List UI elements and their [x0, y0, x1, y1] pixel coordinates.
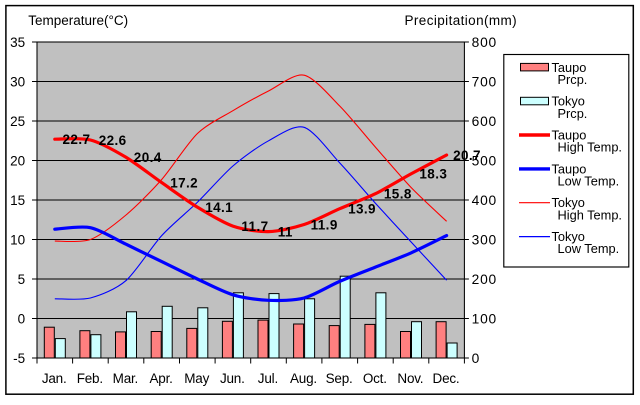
svg-text:17.2: 17.2: [170, 175, 198, 190]
svg-text:5: 5: [18, 272, 26, 287]
svg-text:Taupo: Taupo: [552, 60, 587, 75]
svg-text:Prcp.: Prcp.: [558, 106, 588, 121]
svg-text:Dec.: Dec.: [433, 371, 460, 386]
svg-text:13.9: 13.9: [348, 202, 376, 217]
svg-text:0: 0: [472, 351, 480, 366]
svg-text:300: 300: [472, 233, 497, 248]
svg-text:Apr.: Apr.: [149, 371, 172, 386]
svg-text:Taupo: Taupo: [552, 161, 587, 176]
svg-text:600: 600: [472, 114, 497, 129]
svg-text:20: 20: [10, 154, 25, 169]
svg-text:Aug.: Aug.: [290, 371, 317, 386]
svg-text:Oct.: Oct.: [363, 371, 387, 386]
svg-text:22.7: 22.7: [63, 132, 91, 147]
svg-text:High Temp.: High Temp.: [558, 140, 623, 155]
svg-text:22.6: 22.6: [99, 133, 127, 148]
svg-text:11.7: 11.7: [241, 219, 268, 234]
svg-text:14.1: 14.1: [205, 200, 233, 215]
svg-text:Low Temp.: Low Temp.: [558, 241, 620, 256]
svg-text:35: 35: [10, 35, 25, 50]
svg-text:Taupo: Taupo: [552, 128, 587, 143]
svg-text:11.9: 11.9: [311, 217, 338, 232]
svg-text:15: 15: [10, 193, 25, 208]
svg-text:20.4: 20.4: [134, 150, 162, 165]
svg-text:-5: -5: [13, 351, 25, 366]
svg-text:200: 200: [472, 272, 497, 287]
svg-text:100: 100: [472, 312, 497, 327]
svg-text:400: 400: [472, 193, 497, 208]
svg-text:18.3: 18.3: [419, 167, 447, 182]
svg-text:500: 500: [472, 154, 497, 169]
svg-text:Tokyo: Tokyo: [552, 229, 585, 244]
svg-text:Prcp.: Prcp.: [558, 72, 588, 87]
svg-text:Precipitation(mm): Precipitation(mm): [405, 13, 518, 28]
svg-text:800: 800: [472, 35, 497, 50]
svg-text:Jun.: Jun.: [220, 371, 245, 386]
svg-text:Nov.: Nov.: [397, 371, 423, 386]
svg-text:10: 10: [10, 233, 25, 248]
svg-text:Temperature(°C): Temperature(°C): [28, 13, 128, 28]
svg-text:Sep.: Sep.: [326, 371, 353, 386]
svg-text:0: 0: [18, 312, 26, 327]
svg-text:Low Temp.: Low Temp.: [558, 174, 620, 189]
svg-text:700: 700: [472, 75, 497, 90]
svg-text:20.7: 20.7: [453, 148, 481, 163]
svg-text:30: 30: [10, 75, 25, 90]
svg-text:Jul.: Jul.: [258, 371, 278, 386]
svg-text:25: 25: [10, 114, 25, 129]
svg-text:High Temp.: High Temp.: [558, 207, 623, 222]
svg-text:11: 11: [278, 224, 293, 239]
svg-text:Tokyo: Tokyo: [552, 94, 585, 109]
svg-text:15.8: 15.8: [384, 187, 412, 202]
svg-text:Tokyo: Tokyo: [552, 195, 585, 210]
svg-text:May: May: [184, 371, 209, 386]
svg-text:Mar.: Mar.: [113, 371, 138, 386]
svg-text:Feb.: Feb.: [77, 371, 103, 386]
svg-text:Jan.: Jan.: [42, 371, 67, 386]
